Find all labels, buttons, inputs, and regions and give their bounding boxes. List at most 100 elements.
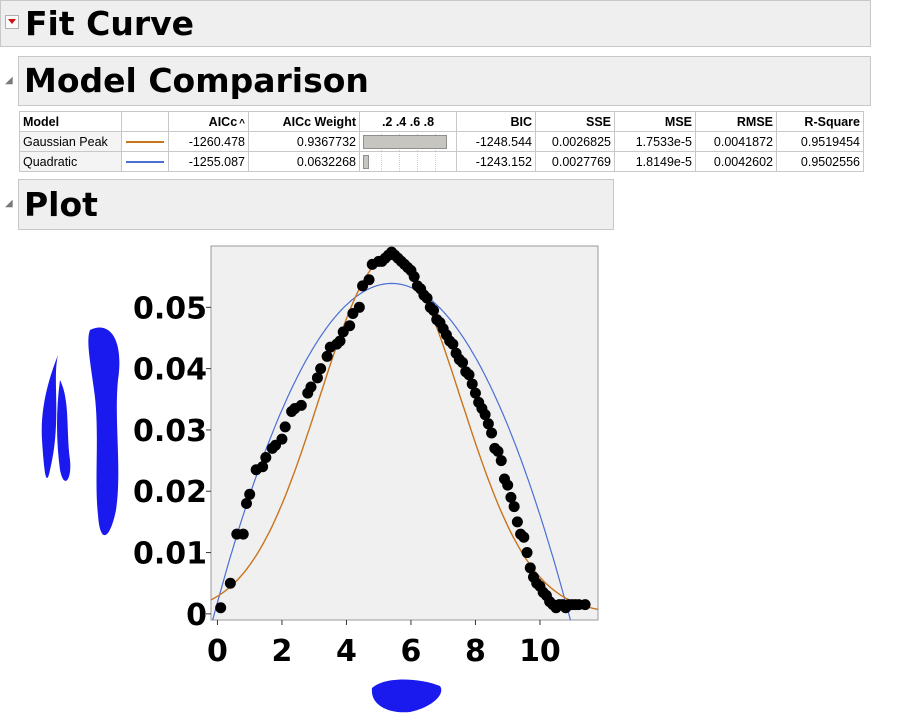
aicc-cell: -1255.087 [168,151,249,172]
data-point [250,464,262,476]
data-point [399,258,410,270]
table-row[interactable]: Gaussian Peak -1260.478 0.9367732 -1248.544… [19,131,864,152]
plot-frame [210,245,599,621]
curve-color-swatch [121,131,169,152]
col-aicc[interactable]: AICc ^ [168,111,249,132]
y-tick-label: 0 [186,598,207,633]
model-comparison-title: Model Comparison [24,61,369,100]
y-tick-label: 0.03 [133,414,207,449]
sort-ascending-icon: ^ [239,117,245,129]
data-point [405,265,417,277]
data-point [286,406,298,418]
data-point [563,599,575,611]
data-point [428,304,440,316]
data-point [289,402,301,414]
data-point [553,599,565,611]
aicc-weight-cell: 0.0632268 [248,151,360,172]
data-point [444,335,456,347]
data-point [528,571,539,583]
mse-cell: 1.8149e-5 [614,151,696,172]
data-point [515,528,527,540]
data-point [363,274,375,286]
data-point [224,577,236,589]
gaussian-peak-fit-line [211,255,598,611]
col-aicc-weight[interactable]: AICc Weight [248,111,360,132]
model-name-cell: Quadratic [19,151,122,172]
data-point [547,599,559,611]
data-point [392,252,404,264]
disclosure-triangle-icon[interactable]: ◢ [5,75,13,86]
data-point [469,387,481,399]
data-point [573,599,585,611]
data-point [511,516,523,528]
data-point [347,307,359,319]
data-point [489,442,501,454]
data-point [324,341,336,353]
x-tick-label: 4 [336,634,357,669]
rmse-cell: 0.0041872 [695,131,777,152]
data-point [344,320,356,332]
data-point [518,531,530,543]
x-tick-label: 6 [401,634,422,669]
rmse-cell: 0.0042602 [695,151,777,172]
data-point [431,314,443,326]
line-swatch-icon [126,160,164,163]
data-point [424,301,436,313]
rsquare-cell: 0.9502556 [776,151,864,172]
col-sse[interactable]: SSE [535,111,615,132]
model-comparison-header[interactable]: Model Comparison [18,56,871,106]
data-point [566,599,578,611]
table-row[interactable]: Quadratic -1255.087 0.0632268 -1243.152 0.00… [19,151,864,172]
data-point [502,479,514,491]
data-point [486,427,498,439]
data-point [482,418,494,430]
weight-bar-cell [359,131,457,152]
data-point [495,455,507,467]
data-point [550,602,562,614]
model-comparison-table: Model AICc ^ AICc Weight .2 .4 .6 .8 BIC … [19,111,864,172]
col-weight-bar: .2 .4 .6 .8 [359,111,457,132]
col-rmse[interactable]: RMSE [695,111,777,132]
bic-cell: -1248.544 [456,131,536,152]
data-point [257,461,269,473]
data-point [473,396,485,408]
sse-cell: 0.0026825 [535,131,615,152]
x-tick-label: 10 [519,634,561,669]
data-point [395,255,407,267]
data-point [418,289,430,301]
fit-curve-header[interactable]: Fit Curve [0,0,871,47]
data-point [579,599,591,611]
aicc-cell: -1260.478 [168,131,249,152]
plot-header[interactable]: Plot [18,179,614,230]
data-point [408,271,420,283]
weight-bar-cell [359,151,457,172]
data-point [537,586,549,598]
data-point [521,547,533,559]
quadratic-fit-line [212,282,572,620]
y-tick-label: 0.05 [133,291,207,326]
aicc-weight-cell: 0.9367732 [248,131,360,152]
col-mse[interactable]: MSE [614,111,696,132]
data-point [305,381,317,393]
data-point [476,402,488,414]
disclosure-triangle-icon[interactable]: ◢ [5,198,13,209]
data-point [557,599,569,611]
blue-scribble [371,679,442,713]
data-point [215,602,227,614]
col-rsquare[interactable]: R-Square [776,111,864,132]
data-point [270,439,281,451]
y-tick-label: 0.02 [133,475,207,510]
col-bic[interactable]: BIC [456,111,536,132]
bar-gridline [399,154,400,171]
mse-cell: 1.7533e-5 [614,131,696,152]
data-point [411,280,423,292]
data-point [463,369,475,381]
plot-title: Plot [24,185,98,224]
red-triangle-menu-icon[interactable] [5,15,19,29]
data-point [382,249,394,261]
line-swatch-icon [126,140,164,143]
table-header-row: Model AICc ^ AICc Weight .2 .4 .6 .8 BIC … [19,111,864,132]
col-model[interactable]: Model [19,111,122,132]
bar-gridline [435,154,436,171]
